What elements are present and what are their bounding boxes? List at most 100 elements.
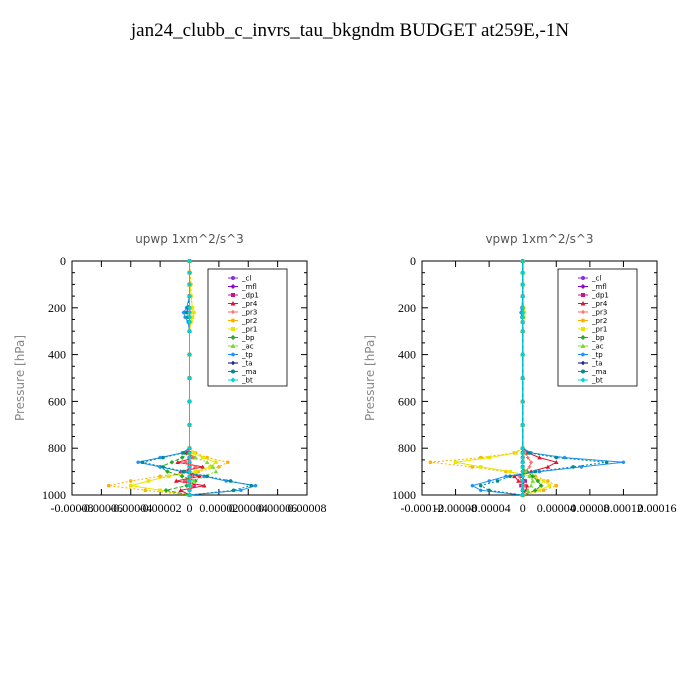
x-tick-label: 0.00012 — [604, 501, 643, 515]
series-line — [455, 261, 551, 496]
data-point — [524, 483, 530, 488]
data-point — [554, 455, 559, 460]
legend-entry: _bt — [578, 377, 603, 385]
data-point — [529, 460, 533, 465]
legend-label: _bp — [591, 334, 605, 342]
data-point — [523, 479, 528, 483]
data-point — [547, 483, 552, 488]
data-point — [541, 488, 546, 493]
legend-label: _tp — [241, 351, 253, 359]
data-point — [470, 465, 475, 469]
data-point — [213, 469, 219, 474]
y-tick-label: 200 — [48, 301, 66, 315]
series-pr1 — [453, 259, 552, 497]
data-point — [187, 492, 192, 498]
data-point — [169, 459, 175, 465]
panel-1: upwp 1xm^2/s^3 Pressure [hPa] 0 200 400 600 80… — [13, 232, 327, 515]
data-point — [128, 479, 133, 483]
x-tick-label: 0 — [187, 501, 193, 515]
legend-entry: _pr4 — [228, 300, 258, 308]
data-point — [193, 455, 198, 460]
y-tick-label: 400 — [398, 348, 416, 362]
data-point — [520, 422, 526, 428]
data-point — [428, 460, 433, 465]
data-point — [187, 375, 192, 381]
data-point — [178, 488, 183, 493]
data-point — [571, 465, 575, 469]
data-point — [562, 455, 567, 460]
x-tick-label: -0.00006 — [80, 501, 123, 515]
data-point — [224, 479, 229, 483]
legend-entry: _bp — [228, 334, 255, 342]
series-bt — [187, 258, 192, 498]
data-point — [520, 399, 526, 404]
data-point — [163, 488, 169, 493]
data-point — [187, 459, 192, 465]
panel-2: vpwp 1xm^2/s^3 Pressure [hPa] 0 200 400 600 80… — [363, 232, 677, 515]
data-point — [190, 315, 195, 319]
series-pr4 — [512, 258, 559, 497]
data-point — [537, 455, 542, 460]
legend-marker — [231, 276, 235, 280]
x-tick-label: -0.00004 — [109, 501, 152, 515]
series-pr3 — [517, 259, 533, 497]
data-point — [179, 473, 185, 479]
x-tick-label: 0.00008 — [570, 501, 609, 515]
legend-marker — [231, 352, 235, 357]
legend-marker — [230, 377, 236, 383]
data-point — [214, 460, 218, 465]
data-point — [520, 455, 526, 460]
legend-marker — [580, 377, 586, 383]
data-point — [553, 459, 559, 465]
data-point — [545, 464, 551, 469]
legend-label: _bp — [241, 334, 255, 342]
data-point — [128, 483, 133, 488]
data-point — [187, 270, 192, 275]
data-point — [520, 478, 526, 484]
legend-entry: _dp1 — [578, 292, 609, 300]
data-point — [187, 399, 192, 404]
x-tick-label: 0.00002 — [199, 501, 238, 515]
data-point — [181, 451, 186, 455]
data-point — [146, 479, 151, 483]
data-point — [516, 478, 521, 483]
data-point — [478, 488, 483, 493]
legend-entry: _pr3 — [578, 309, 607, 317]
data-point — [217, 465, 221, 469]
data-point — [187, 328, 192, 334]
legend: _cl_mfl_dp1_pr4_pr3_pr2_pr1_bp_ac_tp_ta_… — [207, 268, 288, 387]
legend-marker — [581, 352, 585, 357]
legend-entry: _bt — [228, 377, 253, 385]
series-line — [430, 261, 558, 496]
data-point — [520, 319, 526, 325]
legend-entry: _cl — [228, 275, 251, 283]
data-point — [520, 464, 526, 470]
data-point — [520, 459, 526, 465]
legend-marker — [581, 361, 585, 365]
y-tick-label: 600 — [48, 394, 66, 408]
data-point — [187, 258, 192, 264]
x-tick-label: 0.00006 — [258, 501, 297, 515]
data-point — [183, 479, 187, 483]
data-point — [520, 492, 526, 498]
data-point — [487, 488, 491, 493]
data-point — [520, 305, 526, 311]
data-point — [187, 293, 192, 299]
data-point — [512, 473, 517, 479]
legend-entry: _pr1 — [228, 326, 257, 334]
legend-marker — [231, 327, 235, 331]
data-point — [508, 469, 512, 474]
data-point — [187, 469, 192, 474]
data-point — [453, 460, 458, 465]
data-point — [187, 319, 192, 325]
legend-label: _pr2 — [591, 317, 607, 325]
data-point — [187, 455, 192, 460]
data-point — [541, 479, 546, 483]
data-point — [201, 483, 207, 488]
data-point — [478, 483, 483, 488]
data-point — [525, 488, 531, 493]
y-tick-label: 1000 — [42, 488, 66, 502]
data-point — [249, 483, 253, 488]
data-point — [520, 473, 526, 479]
data-point — [158, 455, 162, 460]
